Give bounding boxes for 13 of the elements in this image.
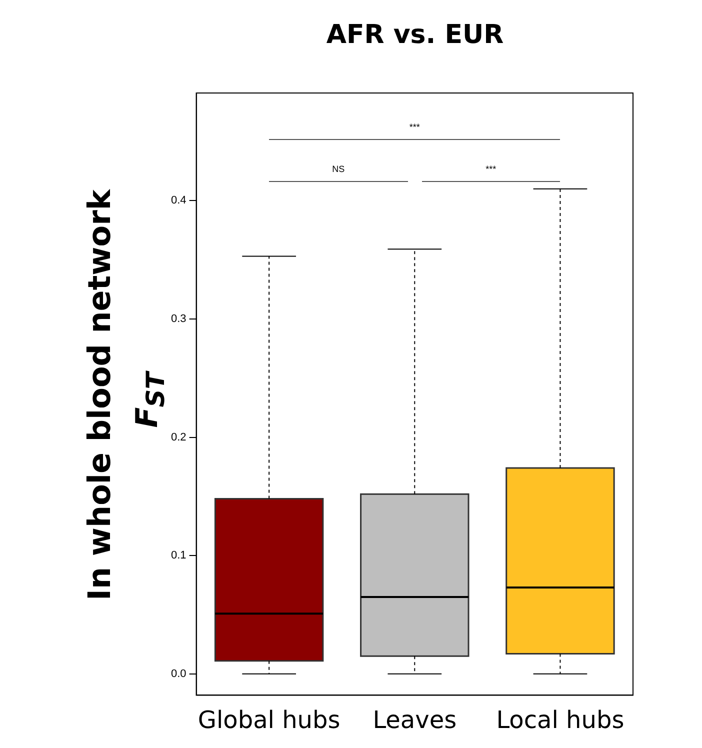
annotation: NS [331, 164, 346, 174]
x-tick-label: Global hubs [198, 706, 340, 734]
annotation: *** [408, 122, 421, 132]
y-tick-label: 0.0 [170, 668, 186, 680]
y-tick-label: 0.3 [170, 313, 186, 326]
y-tick-label: 0.4 [170, 194, 186, 207]
x-tick-label: Leaves [372, 706, 457, 734]
y-tick-label: 0.2 [170, 431, 186, 444]
y-tick-label: 0.1 [170, 550, 186, 562]
chart-title: AFR vs. EUR [325, 20, 505, 50]
text: In whole blood network [82, 190, 118, 600]
annotation: *** [484, 164, 498, 174]
x-tick-label: Local hubs [496, 706, 624, 734]
